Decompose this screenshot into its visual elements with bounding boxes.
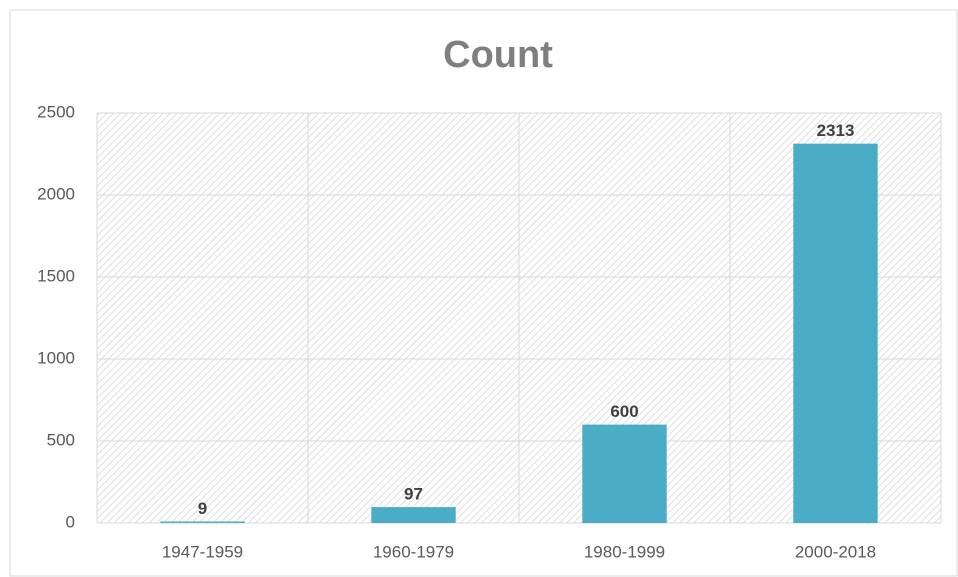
y-tick-label: 2500	[37, 102, 75, 121]
y-tick-label: 2000	[37, 184, 75, 203]
x-tick-label: 1980-1999	[584, 542, 665, 561]
y-tick-label: 1000	[37, 348, 75, 367]
data-label: 2313	[817, 121, 855, 140]
data-label: 9	[198, 499, 207, 518]
x-tick-label: 1960-1979	[373, 542, 454, 561]
chart-title: Count	[443, 34, 553, 76]
x-tick-label: 2000-2018	[795, 542, 876, 561]
bar	[160, 521, 245, 523]
bar	[793, 143, 878, 523]
y-tick-label: 500	[47, 430, 75, 449]
data-label: 600	[610, 402, 638, 421]
y-tick-label: 1500	[37, 266, 75, 285]
y-tick-label: 0	[66, 512, 75, 531]
data-label: 97	[404, 485, 423, 504]
x-tick-label: 1947-1959	[162, 542, 243, 561]
bar	[582, 424, 667, 523]
bar	[371, 507, 456, 523]
